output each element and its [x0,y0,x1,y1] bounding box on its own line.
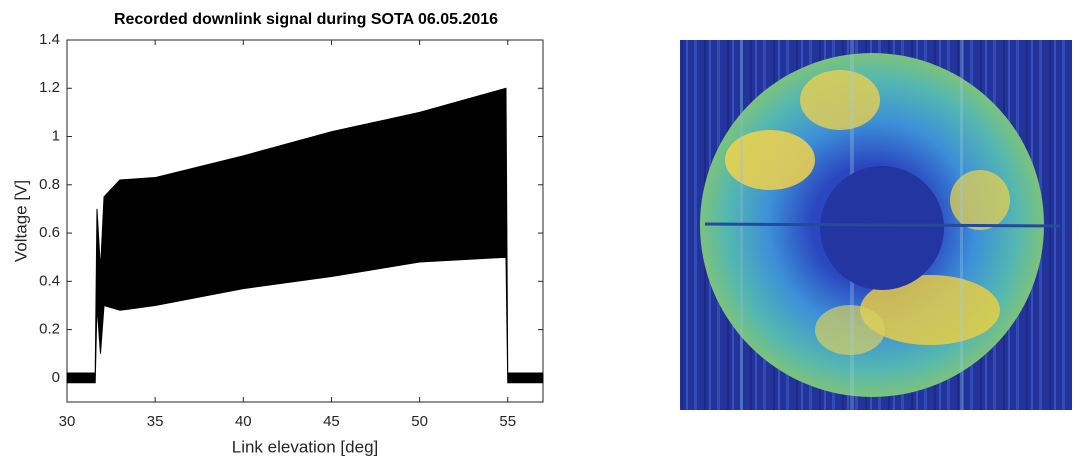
y-tick-label: 0.6 [39,224,60,241]
y-tick-label: 1.4 [39,31,60,48]
y-tick-label: 0.4 [39,272,60,289]
x-tick-label: 40 [235,413,252,430]
x-tick-label: 55 [499,413,516,430]
image [680,40,1072,410]
y-axis-label: Voltage [V] [11,180,30,262]
x-tick-label: 30 [59,413,76,430]
x-axis-label: Link elevation [deg] [232,437,379,456]
y-tick-label: 1.2 [39,79,60,96]
x-tick-label: 45 [323,413,340,430]
chart-title: Recorded downlink signal during SOTA 06.… [114,11,498,28]
x-tick-label: 50 [411,413,428,430]
y-tick-label: 1 [52,128,60,145]
x-tick-label: 35 [147,413,164,430]
y-tick-label: 0.8 [39,176,60,193]
y-tick-label: 0.2 [39,321,60,338]
signal-band [66,87,544,384]
y-tick-label: 0 [52,369,60,386]
